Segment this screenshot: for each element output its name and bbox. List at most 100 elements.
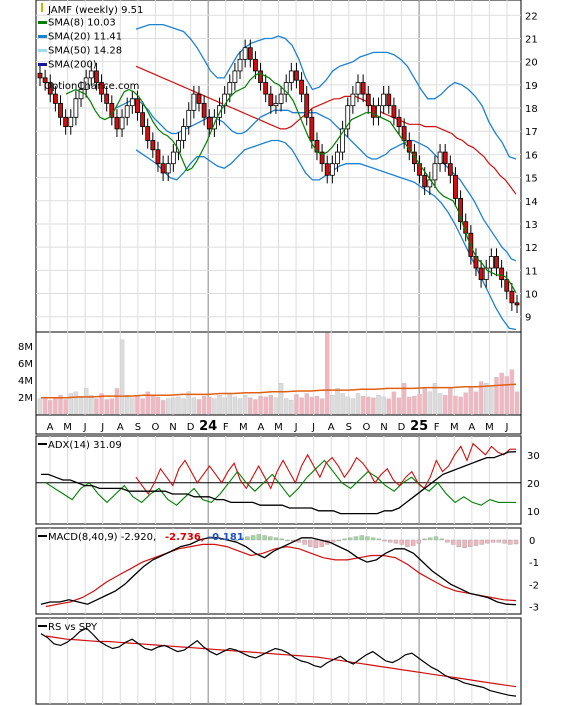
candle-body [365,93,371,107]
volume-bar [289,400,294,415]
candle-body [242,47,248,60]
macd-hist-bar [233,539,239,542]
minus-di-polyline [45,459,516,506]
candle-body [345,105,351,130]
candle-body [247,47,253,60]
volume-sma-line [41,383,517,399]
candle-body [304,93,310,118]
macd-hist-bar [308,539,313,547]
volume-bar [319,398,325,415]
macd-hist-bar [359,535,364,541]
grid-lines [36,0,521,704]
candle-body [253,58,258,72]
volume-bar [371,397,376,415]
volume-bar [58,394,63,415]
macd-hist-bar [416,539,422,544]
x-tick-label: M [450,422,459,433]
candle-body [309,116,315,141]
volume-bar [201,395,207,415]
volume-bar [401,383,407,415]
candle-body [237,58,243,72]
volume-bar [242,394,248,415]
candle-body [68,116,74,127]
macd-hist-bar [428,537,433,541]
price-candles [37,39,520,314]
price-y-tick: 17 [525,127,538,138]
rs-polyline [40,627,517,697]
x-tick-label: S [135,422,141,433]
candle-body [191,93,197,111]
volume-bar [53,397,58,415]
candle-body [299,79,304,95]
volume-bar [304,393,309,415]
price-y-tick: 14 [525,197,538,208]
candle-body [150,140,156,151]
macd-hist-bar [273,537,279,541]
legend-label: SMA(50) 14.28 [48,46,122,57]
macd-hist-bar [468,539,473,547]
x-tick-label: A [117,422,124,433]
candle-body [52,93,58,104]
x-tick-label: M [63,422,72,433]
watermark: OptionChance.com [44,81,139,92]
volume-bar [237,398,243,415]
x-tick-label: A [468,422,475,433]
macd-hist-bar [399,539,404,545]
candle-body [42,77,48,83]
macd-hist-bar [348,537,353,541]
legend-swatch [38,49,47,52]
macd-hist-bar [239,537,244,541]
volume-bar [345,396,350,415]
adx-polyline [41,451,517,515]
candle-body [119,116,125,130]
volume-bar [330,394,335,415]
macd-hist-bar [450,539,456,545]
macd-hist-bar [376,538,382,541]
price-y-tick: 13 [525,220,538,231]
chart-title: JAMF (weekly) 9.51 [47,5,143,16]
volume-bar [155,396,161,415]
volume-bar [376,394,381,415]
volume-bar [124,394,130,415]
macd-hist-bar [353,536,359,541]
price-y-tick: 22 [525,11,538,22]
x-tick-label: J [311,422,315,433]
price-y-tick: 19 [525,81,538,92]
x-tick-label: M [485,422,494,433]
candle-body [170,151,176,165]
macd-hist-bar [256,534,262,541]
x-tick-label: A [47,422,54,433]
candle-body [360,82,366,95]
volume-bar [104,399,109,415]
price-legend: SMA(8) 10.03 SMA(20) 11.41 SMA(50) 14.28 SM… [38,3,122,71]
candle-body [114,116,120,130]
candle-body [63,116,69,127]
candle-body [206,116,212,130]
volume-bar [217,394,222,415]
x-tick-label: M [239,422,248,433]
volume-bar [355,393,361,415]
macd-y-tick: 0 [529,536,535,547]
macd-legend-swatch [38,535,47,537]
bollinger-upper-line [135,23,517,160]
volume-bar [150,394,156,415]
volume-bar [294,394,299,415]
macd-hist-bar [245,536,250,541]
volume-bar [171,397,176,415]
volume-bar [268,394,274,415]
volume-bar [437,393,443,415]
volume-bar [140,398,145,415]
candle-body [442,151,448,165]
volume-bar [391,391,397,415]
macd-hist-bar [405,539,410,547]
candle-body [37,72,43,79]
x-tick-label: F [223,422,229,433]
candle-body [227,82,233,95]
candle-body [273,102,279,107]
volume-bar [386,398,392,415]
candle-body [258,70,263,83]
rs-label: RS vs SPY [48,622,98,633]
macd-hist-bar [410,539,416,546]
volume-bar [196,399,202,415]
sma8-line [65,72,517,294]
